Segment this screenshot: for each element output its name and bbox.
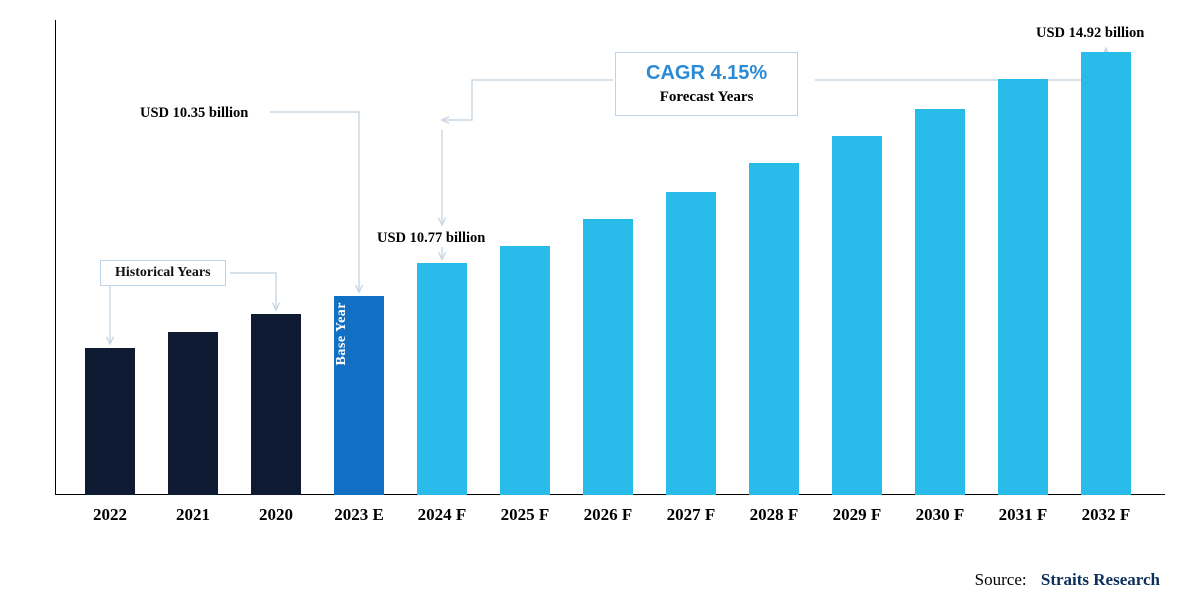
- bar-2025f: [500, 246, 550, 495]
- bar-2032f: [1081, 52, 1131, 495]
- value-label-2032f: USD 14.92 billion: [1036, 25, 1144, 42]
- base-year-label: Base Year: [334, 302, 384, 365]
- xlabel-2028f: 2028 F: [734, 505, 814, 525]
- xlabel-2023e: 2023 E: [319, 505, 399, 525]
- historical-years-callout: Historical Years: [100, 260, 226, 286]
- bar-2024f: [417, 263, 467, 495]
- source-line: Source: Straits Research: [975, 570, 1160, 590]
- chart-stage: 202220212020Base Year2023 E2024 F2025 F2…: [0, 0, 1200, 600]
- value-label-2023e: USD 10.35 billion: [140, 105, 248, 122]
- bar-2029f: [832, 136, 882, 495]
- bar-2028f: [749, 163, 799, 496]
- xlabel-2020: 2020: [236, 505, 316, 525]
- xlabel-2025f: 2025 F: [485, 505, 565, 525]
- value-label-2024f: USD 10.77 billion: [377, 230, 485, 247]
- source-label: Source:: [975, 570, 1027, 589]
- bar-2026f: [583, 219, 633, 495]
- bar-2020: [251, 314, 301, 495]
- bar-2027f: [666, 192, 716, 495]
- xlabel-2021: 2021: [153, 505, 233, 525]
- xlabel-2031f: 2031 F: [983, 505, 1063, 525]
- plot-area: 202220212020Base Year2023 E2024 F2025 F2…: [55, 20, 1165, 525]
- bar-2030f: [915, 109, 965, 495]
- xlabel-2032f: 2032 F: [1066, 505, 1146, 525]
- bar-2031f: [998, 79, 1048, 495]
- xlabel-2022: 2022: [70, 505, 150, 525]
- xlabel-2030f: 2030 F: [900, 505, 980, 525]
- cagr-headline: CAGR 4.15%: [646, 60, 767, 87]
- bar-2023e: Base Year: [334, 296, 384, 495]
- bar-2022: [85, 348, 135, 495]
- xlabel-2029f: 2029 F: [817, 505, 897, 525]
- xlabel-2026f: 2026 F: [568, 505, 648, 525]
- y-axis: [55, 20, 56, 495]
- source-name: Straits Research: [1031, 570, 1160, 589]
- cagr-callout: CAGR 4.15%Forecast Years: [615, 52, 798, 116]
- bar-2021: [168, 332, 218, 495]
- xlabel-2027f: 2027 F: [651, 505, 731, 525]
- cagr-subline: Forecast Years: [646, 87, 767, 107]
- xlabel-2024f: 2024 F: [402, 505, 482, 525]
